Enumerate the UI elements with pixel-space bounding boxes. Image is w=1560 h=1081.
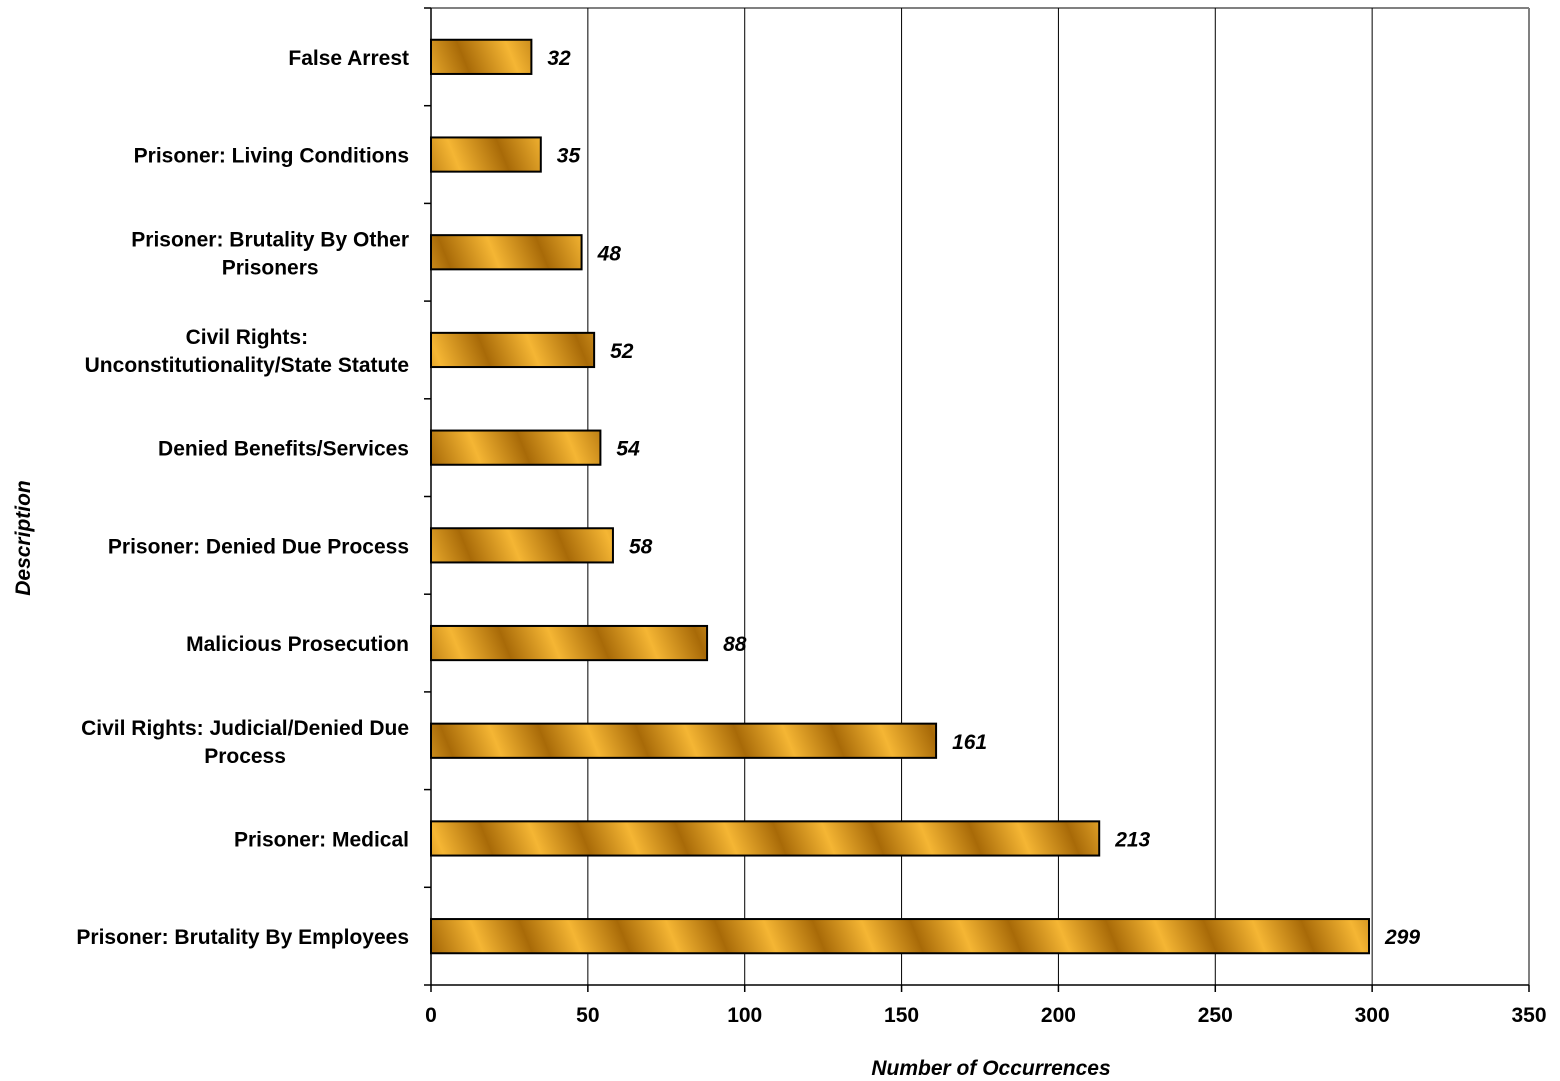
bar — [430, 38, 533, 75]
y-axis-title: Description — [12, 480, 35, 596]
bar — [430, 527, 614, 564]
category-label: Prisoner: Brutality By Other Prisoners — [131, 228, 409, 279]
bar — [430, 624, 709, 662]
x-axis-title: Number of Occurrences — [871, 1057, 1110, 1080]
x-tick-label: 100 — [727, 1004, 762, 1027]
bars — [430, 38, 1371, 955]
data-label: 35 — [557, 145, 581, 168]
data-label: 58 — [629, 535, 653, 558]
bar — [430, 331, 596, 369]
data-label: 88 — [723, 633, 747, 656]
category-label: Malicious Prosecution — [186, 633, 409, 656]
category-label: False Arrest — [288, 47, 409, 70]
x-axis-ticks — [430, 985, 1530, 992]
plot-area: 32 35 48 52 54 58 88 161 213 299 — [424, 7, 1530, 992]
x-tick-label: 200 — [1041, 1004, 1076, 1027]
category-label: Denied Benefits/Services — [158, 438, 409, 461]
category-label: Civil Rights: Unconstitutionality/State S… — [85, 326, 409, 377]
x-tick-label: 300 — [1355, 1004, 1390, 1027]
data-label: 54 — [616, 438, 640, 461]
data-label: 48 — [597, 242, 622, 265]
category-label: Prisoner: Brutality By Employees — [76, 926, 409, 949]
data-label: 161 — [952, 731, 987, 754]
bar — [430, 136, 542, 173]
y-axis-ticks — [424, 7, 431, 986]
data-label: 32 — [547, 47, 571, 70]
data-label: 213 — [1114, 828, 1150, 851]
data-label: 52 — [610, 340, 634, 363]
category-labels: False Arrest Prisoner: Living Conditions P… — [76, 47, 409, 949]
x-tick-label: 350 — [1511, 1004, 1546, 1027]
x-tick-label: 0 — [425, 1004, 437, 1027]
bar — [430, 429, 602, 466]
category-label: Civil Rights: Judicial/Denied Due Process — [81, 717, 409, 768]
x-tick-label: 50 — [576, 1004, 599, 1027]
category-label: Prisoner: Living Conditions — [134, 145, 409, 168]
x-tick-label: 250 — [1198, 1004, 1233, 1027]
data-label: 299 — [1384, 926, 1420, 949]
category-label: Prisoner: Denied Due Process — [108, 535, 409, 558]
data-labels: 32 35 48 52 54 58 88 161 213 299 — [547, 47, 1420, 949]
bar — [430, 234, 583, 271]
x-tick-label: 150 — [884, 1004, 919, 1027]
category-label: Prisoner: Medical — [234, 828, 409, 851]
grid-lines — [587, 8, 1373, 985]
bar — [430, 722, 938, 759]
bar — [430, 820, 1101, 857]
x-tick-labels: 0 50 100 150 200 250 300 350 — [425, 1004, 1546, 1027]
bar — [430, 918, 1371, 955]
